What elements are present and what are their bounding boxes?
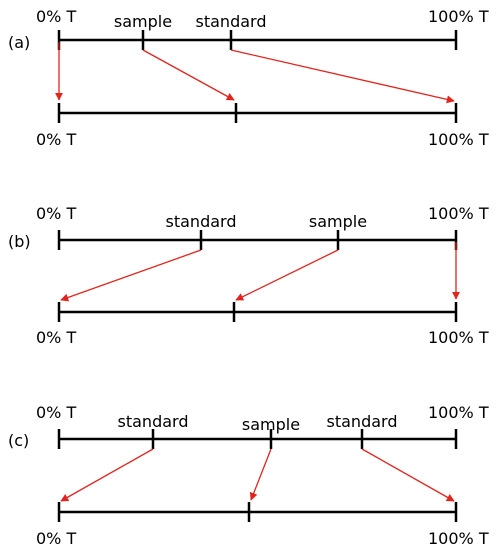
arrow-standard [60,249,202,302]
mark-label-standard: standard [327,412,398,431]
top-right-label: 100% T [428,403,489,422]
panel-label: (a) [8,33,30,52]
top-scale [57,429,458,449]
bottom-right-label: 100% T [428,529,489,548]
panel-b: (b) 0% T 100% T standard sample 0% T 100… [8,204,489,347]
mark-label-sample: sample [114,12,172,31]
arrow-standard [230,49,455,104]
mark-label-sample: sample [242,415,300,434]
top-left-label: 0% T [36,403,76,422]
mapping-arrows [60,242,460,302]
mapping-arrows [55,42,455,104]
top-left-label: 0% T [36,204,76,223]
top-left-label: 0% T [36,7,76,26]
mark-label-standard: standard [118,412,189,431]
arrow-standard-low [60,448,154,502]
bottom-left-label: 0% T [36,130,76,149]
arrow-sample [235,249,339,301]
bottom-left-label: 0% T [36,529,76,548]
panel-a: (a) 0% T 100% T sample standard 0% T 100… [8,7,489,149]
arrow-sample [249,448,272,501]
top-right-label: 100% T [428,204,489,223]
mapping-arrows [60,448,455,502]
mark-label-sample: sample [309,212,367,231]
arrow-sample [142,49,235,101]
arrow-standard-high [361,448,455,502]
bottom-right-label: 100% T [428,130,489,149]
panel-label: (b) [8,232,31,251]
bottom-left-label: 0% T [36,328,76,347]
bottom-scale [57,302,458,322]
mark-label-standard: standard [166,212,237,231]
top-right-label: 100% T [428,7,489,26]
bottom-right-label: 100% T [428,328,489,347]
mark-label-standard: standard [196,12,267,31]
panel-label: (c) [8,431,29,450]
bottom-scale [57,502,458,522]
panel-c: (c) 0% T 100% T standard sample standard… [8,403,489,548]
top-scale [57,30,458,50]
bottom-scale [57,103,458,123]
top-scale [57,230,458,250]
